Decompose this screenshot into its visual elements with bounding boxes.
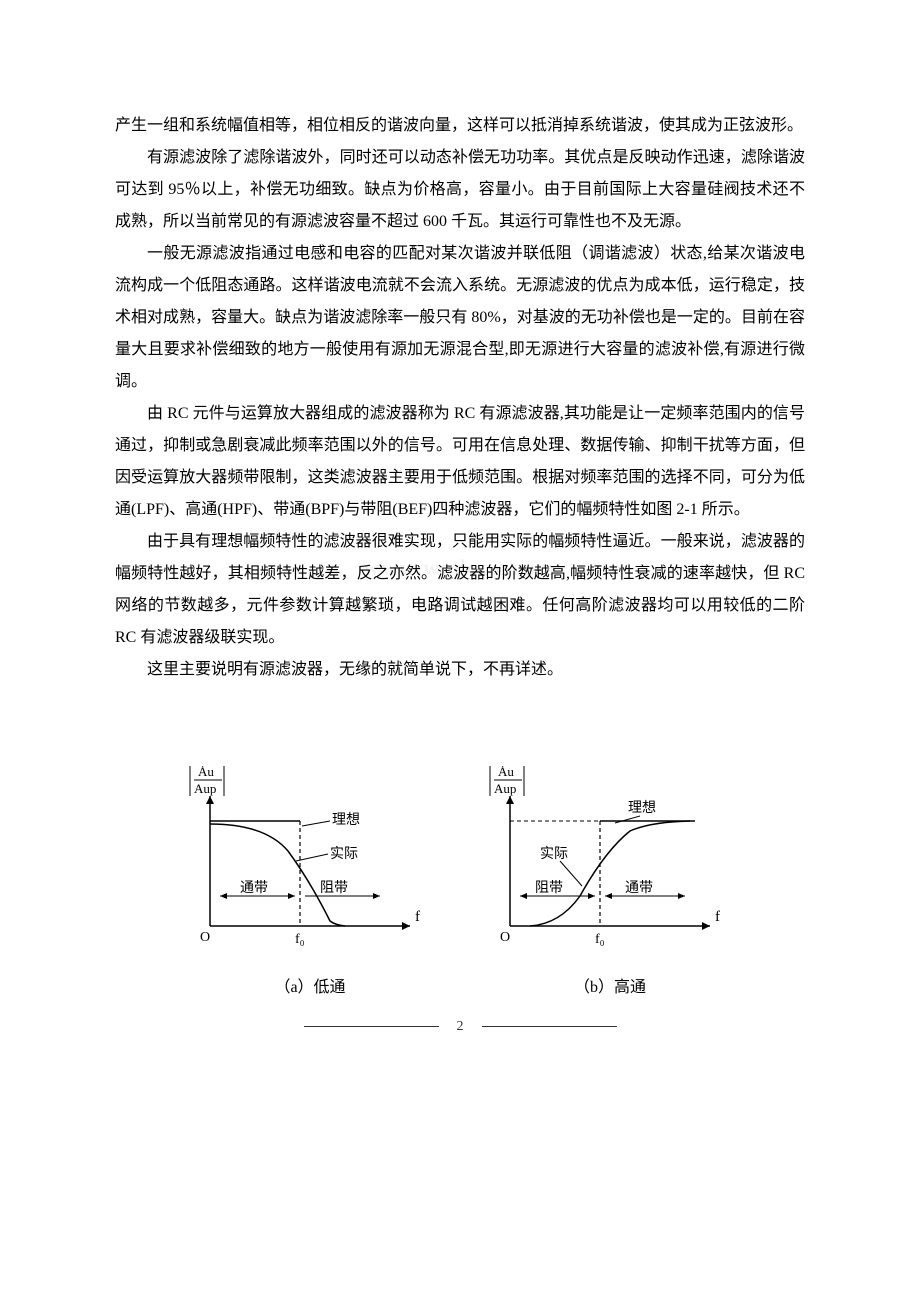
figure-row: Ȧu Aup 理想 实际 bbox=[115, 766, 805, 1003]
label-origin: O bbox=[200, 930, 210, 945]
ylabel-au: Ȧu bbox=[198, 766, 214, 779]
label-actual: 实际 bbox=[330, 846, 358, 862]
ylabel-au-b: Ȧu bbox=[498, 766, 514, 779]
label-f-axis: f bbox=[415, 909, 420, 925]
label-actual-b: 实际 bbox=[540, 846, 568, 862]
ylabel-aup-b: Aup bbox=[494, 781, 516, 796]
highpass-svg: Ȧu Aup 理想 bbox=[480, 766, 740, 956]
label-passband-b: 通带 bbox=[625, 880, 653, 896]
label-passband: 通带 bbox=[240, 880, 268, 896]
page-footer: 2 bbox=[0, 1019, 920, 1035]
label-f0: f₀ bbox=[295, 932, 305, 947]
paragraph-6: 这里主要说明有源滤波器，无缘的就简单说下，不再详述。 bbox=[115, 654, 805, 686]
figure-b-highpass: Ȧu Aup 理想 bbox=[480, 766, 740, 1003]
label-origin-b: O bbox=[500, 930, 510, 945]
label-stopband-b: 阻带 bbox=[535, 880, 563, 896]
label-stopband: 阻带 bbox=[320, 880, 348, 896]
label-f0-b: f₀ bbox=[595, 932, 605, 947]
paragraph-2: 有源滤波除了滤除谐波外，同时还可以动态补偿无功功率。其优点是反映动作迅速，滤除谐… bbox=[115, 142, 805, 238]
page-number: 2 bbox=[457, 1019, 464, 1035]
document-body: 产生一组和系统幅值相等，相位相反的谐波向量，这样可以抵消掉系统谐波，使其成为正弦… bbox=[115, 110, 805, 1003]
ylabel-aup: Aup bbox=[194, 781, 216, 796]
figure-a-caption: （a）低通 bbox=[274, 974, 345, 1003]
paragraph-1: 产生一组和系统幅值相等，相位相反的谐波向量，这样可以抵消掉系统谐波，使其成为正弦… bbox=[115, 110, 805, 142]
footer-line-left bbox=[304, 1026, 439, 1027]
paragraph-4: 由 RC 元件与运算放大器组成的滤波器称为 RC 有源滤波器,其功能是让一定频率… bbox=[115, 398, 805, 526]
paragraph-3: 一般无源滤波指通过电感和电容的匹配对某次谐波并联低阻（调谐滤波）状态,给某次谐波… bbox=[115, 238, 805, 398]
paragraph-5: 由于具有理想幅频特性的滤波器很难实现，只能用实际的幅频特性逼近。一般来说，滤波器… bbox=[115, 526, 805, 654]
figure-a-lowpass: Ȧu Aup 理想 实际 bbox=[180, 766, 440, 1003]
figure-b-caption: （b）高通 bbox=[574, 974, 646, 1003]
label-ideal-b: 理想 bbox=[628, 800, 656, 816]
label-f-axis-b: f bbox=[715, 909, 720, 925]
lowpass-svg: Ȧu Aup 理想 实际 bbox=[180, 766, 440, 956]
label-ideal: 理想 bbox=[332, 812, 360, 828]
footer-line-right bbox=[482, 1026, 617, 1027]
